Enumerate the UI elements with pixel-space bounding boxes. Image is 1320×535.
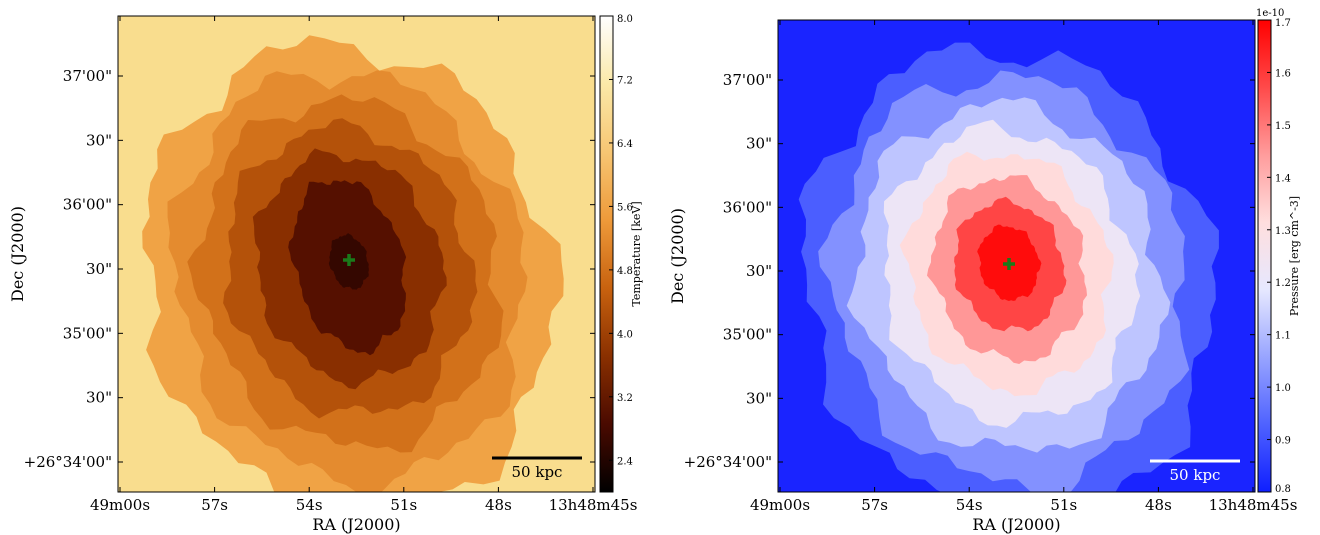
y-axis-label: Dec (J2000) — [8, 206, 27, 302]
colorbar-tick-label: 1.1 — [1275, 331, 1291, 342]
x-tick-label: 51s — [390, 496, 417, 514]
x-tick-label: 48s — [485, 496, 512, 514]
colorbar-label: Pressure [erg cm^-3] — [1288, 196, 1301, 316]
colorbar-tick-label: 2.4 — [617, 456, 633, 467]
pressure-map: 50 kpc 49m00s 57s 54s 51s 48s 13h48m45s 37'00" 3… — [668, 8, 1301, 534]
y-tick-label: +26°34'00" — [684, 453, 772, 471]
colorbar-tick-label: 4.0 — [617, 329, 633, 340]
x-tick-label: 51s — [1050, 496, 1077, 514]
colorbar-tick-label: 1.6 — [1275, 68, 1291, 79]
y-axis-label: Dec (J2000) — [668, 208, 687, 304]
colorbar-tick-label: 8.0 — [617, 14, 633, 25]
colorbar-tick-label: 1.0 — [1275, 383, 1291, 394]
x-tick-label: 13h48m45s — [1209, 496, 1298, 514]
temperature-map: 50 kpc 49m00s 57s 54s 51s 48s 13h48m45s 37'00" 3… — [8, 14, 643, 534]
x-axis-label: RA (J2000) — [312, 515, 400, 534]
colorbar-tick-label: 0.9 — [1275, 436, 1291, 447]
colorbar-tick-label: 1.3 — [1275, 226, 1291, 237]
scale-bar-label: 50 kpc — [1170, 466, 1221, 484]
colorbar-tick-label: 3.2 — [617, 393, 633, 404]
x-tick-label: 13h48m45s — [549, 496, 638, 514]
y-tick-label: 30" — [746, 389, 772, 407]
x-tick-label: 57s — [861, 496, 888, 514]
x-tick-label: 54s — [296, 496, 323, 514]
x-axis-label: RA (J2000) — [972, 515, 1060, 534]
y-tick-label: 37'00" — [723, 71, 772, 89]
colorbar-tick-label: 1.7 — [1275, 18, 1291, 29]
y-tick-label: 30" — [86, 131, 112, 149]
colorbar-tick-label: 1.4 — [1275, 173, 1291, 184]
colorbar-label: Temperature [keV] — [630, 201, 643, 306]
y-tick-label: 35'00" — [723, 326, 772, 344]
heatmap-image — [118, 16, 595, 492]
y-tick-label: 30" — [86, 389, 112, 407]
y-tick-label: 30" — [746, 262, 772, 280]
x-tick-label: 57s — [201, 496, 228, 514]
heatmap-image — [778, 20, 1255, 492]
center-marker — [1003, 258, 1015, 270]
colorbar — [1257, 19, 1272, 493]
colorbar-tick-label: 4.8 — [617, 266, 633, 277]
y-tick-label: 30" — [86, 260, 112, 278]
x-tick-label: 48s — [1145, 496, 1172, 514]
colorbar — [599, 15, 614, 493]
colorbar-tick-label: 1.5 — [1275, 121, 1291, 132]
y-tick-label: 37'00" — [63, 67, 112, 85]
colorbar-tick-label: 1.2 — [1275, 278, 1291, 289]
x-tick-label: 49m00s — [750, 496, 810, 514]
plot-frame — [777, 19, 1256, 493]
colorbar-tick-label: 7.2 — [617, 75, 633, 86]
y-tick-label: 36'00" — [723, 198, 772, 216]
plot-frame — [117, 15, 596, 493]
x-tick-label: 49m00s — [90, 496, 150, 514]
colorbar-offset-label: 1e-10 — [1256, 8, 1284, 19]
y-tick-label: 35'00" — [63, 324, 112, 342]
y-tick-label: 36'00" — [63, 196, 112, 214]
colorbar-tick-label: 6.4 — [617, 139, 633, 150]
y-tick-label: 30" — [746, 135, 772, 153]
colorbar-tick-label: 5.6 — [617, 202, 633, 213]
x-tick-label: 54s — [956, 496, 983, 514]
y-tick-label: +26°34'00" — [24, 453, 112, 471]
center-marker — [343, 254, 355, 266]
colorbar-tick-label: 0.8 — [1275, 484, 1291, 495]
scale-bar-label: 50 kpc — [512, 463, 563, 481]
